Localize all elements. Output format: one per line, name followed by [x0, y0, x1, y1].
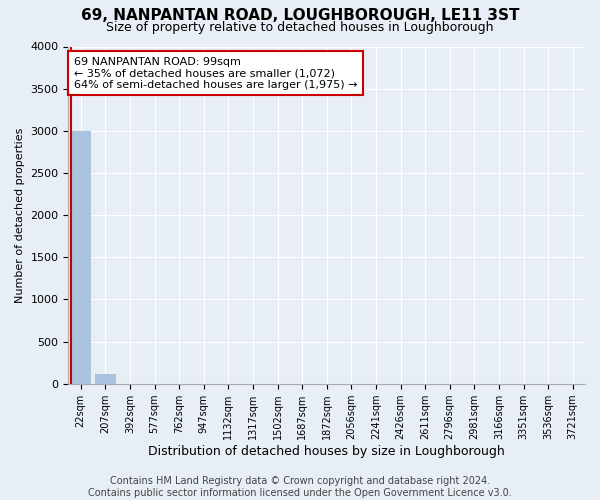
Text: 69 NANPANTAN ROAD: 99sqm
← 35% of detached houses are smaller (1,072)
64% of sem: 69 NANPANTAN ROAD: 99sqm ← 35% of detach…	[74, 56, 357, 90]
X-axis label: Distribution of detached houses by size in Loughborough: Distribution of detached houses by size …	[148, 444, 505, 458]
Y-axis label: Number of detached properties: Number of detached properties	[15, 128, 25, 303]
Bar	[95, 374, 116, 384]
Bar	[70, 131, 91, 384]
Text: Contains HM Land Registry data © Crown copyright and database right 2024.
Contai: Contains HM Land Registry data © Crown c…	[88, 476, 512, 498]
Text: 69, NANPANTAN ROAD, LOUGHBOROUGH, LE11 3ST: 69, NANPANTAN ROAD, LOUGHBOROUGH, LE11 3…	[81, 8, 519, 22]
Text: Size of property relative to detached houses in Loughborough: Size of property relative to detached ho…	[106, 21, 494, 34]
